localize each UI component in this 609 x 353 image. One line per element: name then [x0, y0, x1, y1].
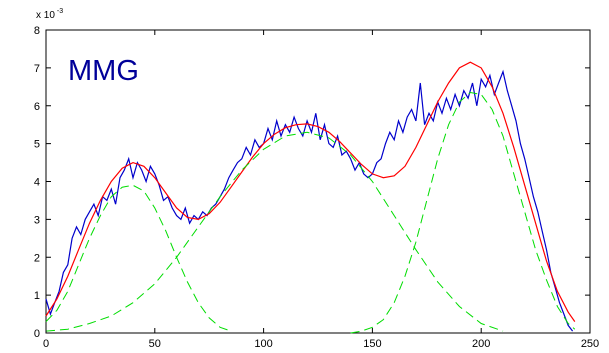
- x-tick-label: 50: [149, 338, 161, 350]
- x-tick-label: 0: [43, 338, 49, 350]
- series-line-component-4: [350, 91, 576, 334]
- y-tick-label: 6: [34, 101, 40, 113]
- y-axis-multiplier-exponent: -3: [57, 8, 63, 15]
- axis-layer: 0 50 100 150 200 250 0 1 2 3 4 5 6 7 8: [34, 25, 599, 350]
- y-tick-label: 2: [34, 252, 40, 264]
- chart-title: MMG: [68, 55, 139, 87]
- series-line-noisy-signal-0: [45, 69, 574, 332]
- y-tick-label: 5: [34, 139, 40, 151]
- x-tick-label: 100: [254, 338, 272, 350]
- series-line-component-2: [45, 184, 232, 332]
- series-line-fitted-sum-1: [45, 61, 576, 322]
- y-tick-label: 3: [34, 214, 40, 226]
- x-tick-label: 200: [472, 338, 490, 350]
- y-tick-label: 0: [34, 328, 40, 340]
- x-tick-label: 150: [363, 338, 381, 350]
- y-axis-multiplier-base: x 10: [36, 10, 55, 21]
- y-tick-label: 8: [34, 25, 40, 37]
- y-tick-label: 7: [34, 63, 40, 75]
- x-tick-label: 250: [581, 338, 599, 350]
- y-tick-label: 4: [34, 177, 40, 189]
- y-axis-multiplier: x 10 -3: [36, 8, 63, 21]
- series-layer: [45, 61, 576, 334]
- y-tick-label: 1: [34, 290, 40, 302]
